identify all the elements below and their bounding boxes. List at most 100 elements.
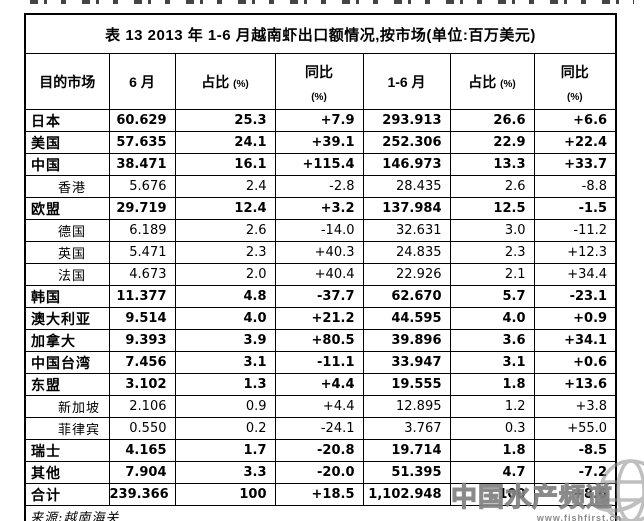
- june-share: 1.7: [174, 439, 276, 462]
- market-name: 中国台湾: [24, 351, 110, 374]
- table-row: 中国台湾 7.456 3.1 -11.1 33.947 3.1 +0.6: [24, 351, 617, 374]
- market-name: 加拿大: [24, 329, 110, 352]
- h1-value: 12.895: [362, 395, 451, 418]
- june-yoy: -24.1: [274, 417, 364, 440]
- h1-share: 2.6: [449, 175, 535, 198]
- h1-yoy: -11.2: [533, 219, 617, 242]
- june-share: 3.9: [174, 329, 276, 352]
- june-share: 100: [174, 483, 276, 506]
- june-yoy: +80.5: [274, 329, 364, 352]
- june-value: 7.456: [108, 351, 176, 374]
- june-yoy: -11.1: [274, 351, 364, 374]
- h1-value: 137.984: [362, 197, 451, 220]
- table-row: 法国 4.673 2.0 +40.4 22.926 2.1 +34.4: [24, 263, 617, 286]
- h1-yoy: -1.5: [533, 197, 617, 220]
- june-yoy: +4.4: [274, 373, 364, 396]
- h1-value: 62.670: [362, 285, 451, 308]
- market-name: 日本: [24, 109, 110, 132]
- h1-value: 22.926: [362, 263, 451, 286]
- h1-share: 4.0: [449, 307, 535, 330]
- table-row: 香港 5.676 2.4 -2.8 28.435 2.6 -8.8: [24, 175, 617, 198]
- h1-yoy: +12.3: [533, 241, 617, 264]
- col-header-h1-label: 1-6 月: [387, 73, 426, 90]
- table-row: 澳大利亚 9.514 4.0 +21.2 44.595 4.0 +0.9: [24, 307, 617, 330]
- june-yoy: +21.2: [274, 307, 364, 330]
- june-value: 0.550: [108, 417, 176, 440]
- june-value: 6.189: [108, 219, 176, 242]
- table-row: 菲律宾 0.550 0.2 -24.1 3.767 0.3 +55.0: [24, 417, 617, 440]
- june-value: 9.514: [108, 307, 176, 330]
- table-row: 加拿大 9.393 3.9 +80.5 39.896 3.6 +34.1: [24, 329, 617, 352]
- cropped-text-line: [30, 0, 634, 4]
- h1-value: 44.595: [362, 307, 451, 330]
- h1-share: 1.8: [449, 439, 535, 462]
- h1-value: 33.947: [362, 351, 451, 374]
- june-value: 5.676: [108, 175, 176, 198]
- june-value: 7.904: [108, 461, 176, 484]
- h1-share: 26.6: [449, 109, 535, 132]
- june-value: 11.377: [108, 285, 176, 308]
- h1-yoy: +0.6: [533, 351, 617, 374]
- table-row: 日本 60.629 25.3 +7.9 293.913 26.6 +6.6: [24, 109, 617, 132]
- june-yoy: +115.4: [274, 153, 364, 176]
- june-value: 38.471: [108, 153, 176, 176]
- june-share: 4.8: [174, 285, 276, 308]
- title-row: 表 13 2013 年 1-6 月越南虾出口额情况,按市场(单位:百万美元): [24, 13, 617, 54]
- june-yoy: -14.0: [274, 219, 364, 242]
- h1-share: 5.7: [449, 285, 535, 308]
- table-row: 其他 7.904 3.3 -20.0 51.395 4.7 -7.2: [24, 461, 617, 484]
- june-value: 60.629: [108, 109, 176, 132]
- june-yoy: -2.8: [274, 175, 364, 198]
- col-header-h1-share-label: 占比: [468, 73, 497, 90]
- june-value: 5.471: [108, 241, 176, 264]
- june-yoy: +18.5: [274, 483, 364, 506]
- h1-value: 3.767: [362, 417, 451, 440]
- table-row: 欧盟 29.719 12.4 +3.2 137.984 12.5 -1.5: [24, 197, 617, 220]
- h1-value: 24.835: [362, 241, 451, 264]
- market-name: 香港: [24, 175, 110, 198]
- h1-yoy: -7.2: [533, 461, 617, 484]
- table-row: 韩国 11.377 4.8 -37.7 62.670 5.7 -23.1: [24, 285, 617, 308]
- h1-share: 100: [449, 483, 535, 506]
- source-note: 来源:越南海关: [24, 505, 617, 521]
- h1-share: 0.3: [449, 417, 535, 440]
- table-row: 新加坡 2.106 0.9 +4.4 12.895 1.2 +3.8: [24, 395, 617, 418]
- h1-share: 22.9: [449, 131, 535, 154]
- h1-yoy: +22.4: [533, 131, 617, 154]
- h1-value: 19.714: [362, 439, 451, 462]
- market-name: 法国: [24, 263, 110, 286]
- june-yoy: -37.7: [274, 285, 364, 308]
- june-value: 4.165: [108, 439, 176, 462]
- market-name: 新加坡: [24, 395, 110, 418]
- header-row: 目的市场 6 月 占比 (%) 同比 (%) 1-6 月: [24, 53, 617, 110]
- h1-share: 12.5: [449, 197, 535, 220]
- h1-share: 1.2: [449, 395, 535, 418]
- h1-value: 28.435: [362, 175, 451, 198]
- h1-yoy: +34.4: [533, 263, 617, 286]
- h1-value: 51.395: [362, 461, 451, 484]
- market-name: 合计: [24, 483, 110, 506]
- h1-value: 1,102.948: [362, 483, 451, 506]
- h1-value: 146.973: [362, 153, 451, 176]
- june-share: 4.0: [174, 307, 276, 330]
- june-share: 0.2: [174, 417, 276, 440]
- h1-yoy: +0.9: [533, 307, 617, 330]
- june-yoy: +3.2: [274, 197, 364, 220]
- june-share: 2.3: [174, 241, 276, 264]
- june-value: 239.366: [108, 483, 176, 506]
- col-header-june-yoy: 同比 (%): [274, 53, 364, 110]
- market-name: 德国: [24, 219, 110, 242]
- col-header-june-yoy-unit: (%): [311, 92, 327, 103]
- col-header-june: 6 月: [108, 53, 176, 110]
- h1-value: 19.555: [362, 373, 451, 396]
- june-share: 0.9: [174, 395, 276, 418]
- june-value: 3.102: [108, 373, 176, 396]
- col-header-market: 目的市场: [24, 53, 110, 110]
- h1-yoy: +13.6: [533, 373, 617, 396]
- market-name: 东盟: [24, 373, 110, 396]
- col-header-june-label: 6 月: [129, 73, 155, 90]
- june-yoy: -20.8: [274, 439, 364, 462]
- col-header-june-share: 占比 (%): [174, 53, 276, 110]
- h1-yoy: +3.8: [533, 395, 617, 418]
